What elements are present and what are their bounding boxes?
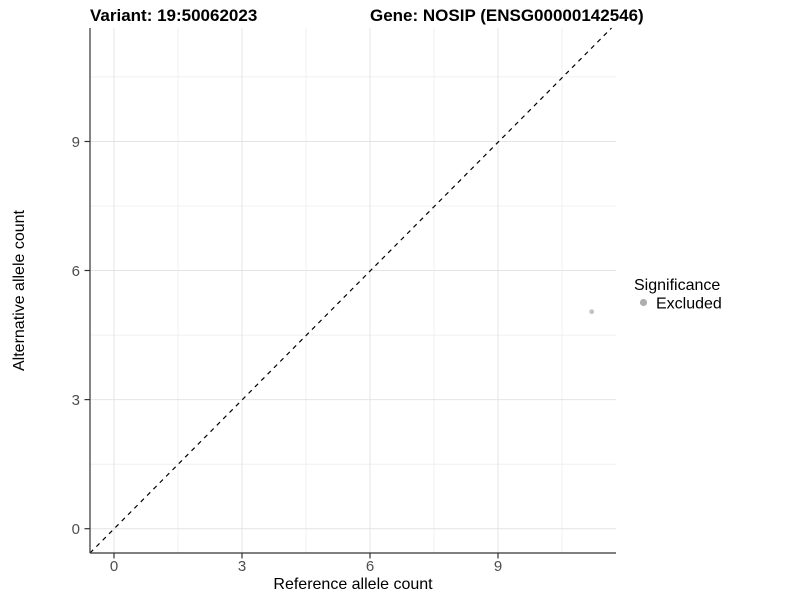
identity-dashed-line: [89, 27, 612, 554]
y-tick-label-6: 6: [72, 263, 80, 280]
y-tick-label-0: 0: [72, 521, 80, 538]
y-tick-label-3: 3: [72, 392, 80, 409]
x-tick-label-0: 0: [110, 558, 118, 575]
legend: Significance Excluded: [634, 277, 722, 313]
gene-title: Gene: NOSIP (ENSG00000142546): [370, 6, 644, 25]
y-tick-label-9: 9: [72, 134, 80, 151]
x-tick-label-9: 9: [494, 558, 502, 575]
data-point-excluded: [589, 309, 595, 315]
y-tick-marks: [84, 140, 90, 530]
legend-title: Significance: [634, 277, 720, 294]
variant-title: Variant: 19:50062023: [90, 6, 257, 25]
legend-key-dot-icon: [639, 298, 648, 307]
x-tick-marks: [113, 553, 499, 559]
x-axis-title: Reference allele count: [273, 576, 433, 593]
x-tick-label-3: 3: [238, 558, 246, 575]
gridlines-major: [90, 28, 616, 553]
y-axis-title: Alternative allele count: [11, 209, 28, 371]
gridlines-minor: [90, 28, 616, 553]
x-tick-label-6: 6: [366, 558, 374, 575]
legend-item-excluded: Excluded: [656, 296, 722, 313]
